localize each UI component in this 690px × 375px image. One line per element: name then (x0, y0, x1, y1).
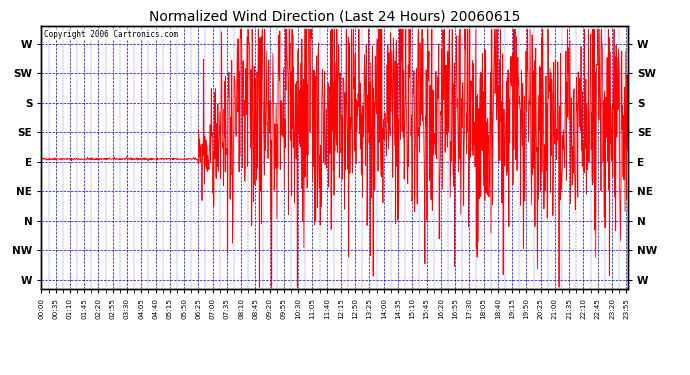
Text: Copyright 2006 Cartronics.com: Copyright 2006 Cartronics.com (44, 30, 179, 39)
Title: Normalized Wind Direction (Last 24 Hours) 20060615: Normalized Wind Direction (Last 24 Hours… (149, 10, 520, 24)
